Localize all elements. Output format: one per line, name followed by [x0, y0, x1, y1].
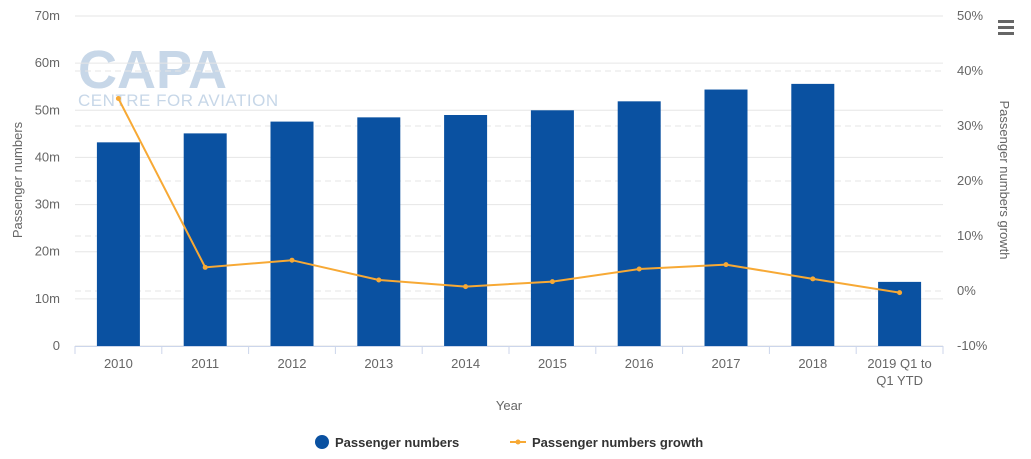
- y-tick-label: 0: [53, 338, 60, 353]
- y-axis-right-title: Passenger numbers growth: [997, 101, 1012, 260]
- line-point: [636, 266, 642, 272]
- y-right-tick-label: 0%: [957, 283, 976, 298]
- y-tick-label: 10m: [35, 291, 60, 306]
- legend-bar-symbol: [315, 435, 329, 449]
- line-point: [723, 262, 729, 268]
- x-tick-label: 2018: [798, 356, 827, 371]
- line-point: [463, 284, 469, 290]
- y-right-tick-label: 20%: [957, 173, 983, 188]
- bar: [791, 83, 835, 346]
- line-point: [115, 96, 121, 101]
- legend-bar-label: Passenger numbers: [335, 435, 459, 450]
- line-point: [376, 277, 382, 283]
- x-tick-label: Q1 YTD: [876, 373, 923, 388]
- line-point: [289, 257, 295, 263]
- y-tick-label: 20m: [35, 244, 60, 259]
- x-tick-label: 2017: [712, 356, 741, 371]
- y-tick-label: 40m: [35, 149, 60, 164]
- line-point: [202, 264, 208, 270]
- legend: Passenger numbers Passenger numbers growt…: [315, 435, 703, 450]
- bar: [96, 142, 140, 346]
- y-axis-title: Passenger numbers: [10, 121, 25, 238]
- x-tick-label: 2012: [278, 356, 307, 371]
- x-axis-title: Year: [496, 398, 523, 413]
- legend-line-marker: [515, 439, 521, 445]
- bar: [617, 101, 661, 346]
- line-point: [810, 276, 816, 282]
- bar: [270, 121, 314, 346]
- watermark-brand: CAPA: [78, 40, 227, 100]
- x-tick-label: 2015: [538, 356, 567, 371]
- growth-line: [117, 98, 900, 294]
- line-point: [897, 290, 903, 296]
- x-tick-label: 2010: [104, 356, 133, 371]
- y-tick-label: 60m: [35, 55, 60, 70]
- y-right-tick-label: 50%: [957, 8, 983, 23]
- y-right-tick-label: 40%: [957, 63, 983, 78]
- bar-series: [96, 83, 922, 347]
- y-tick-label: 70m: [35, 8, 60, 23]
- x-tick-label: 2014: [451, 356, 480, 371]
- bar: [357, 117, 401, 346]
- watermark-tagline: CENTRE FOR AVIATION: [78, 91, 279, 110]
- legend-line-label: Passenger numbers growth: [532, 435, 703, 450]
- y-right-tick-label: 30%: [957, 118, 983, 133]
- x-tick-label: 2019 Q1 to: [867, 356, 931, 371]
- bar: [704, 89, 748, 347]
- y-tick-label: 50m: [35, 102, 60, 117]
- x-tick-label: 2016: [625, 356, 654, 371]
- hamburger-menu-icon[interactable]: [998, 20, 1014, 35]
- y-tick-label: 30m: [35, 197, 60, 212]
- line-point: [549, 279, 555, 285]
- bar: [530, 110, 574, 347]
- y-right-tick-label: -10%: [957, 338, 988, 353]
- line-series: [115, 96, 903, 296]
- x-tick-label: 2013: [364, 356, 393, 371]
- capa-watermark-logo: CAPA CENTRE FOR AVIATION: [78, 40, 279, 110]
- bar: [444, 115, 488, 346]
- y-right-tick-label: 10%: [957, 228, 983, 243]
- axes: 0 10m 20m 30m 40m 50m 60m 70m -10% 0% 10% 20% 30% 40%…: [35, 8, 988, 388]
- x-tick-label: 2011: [191, 356, 219, 371]
